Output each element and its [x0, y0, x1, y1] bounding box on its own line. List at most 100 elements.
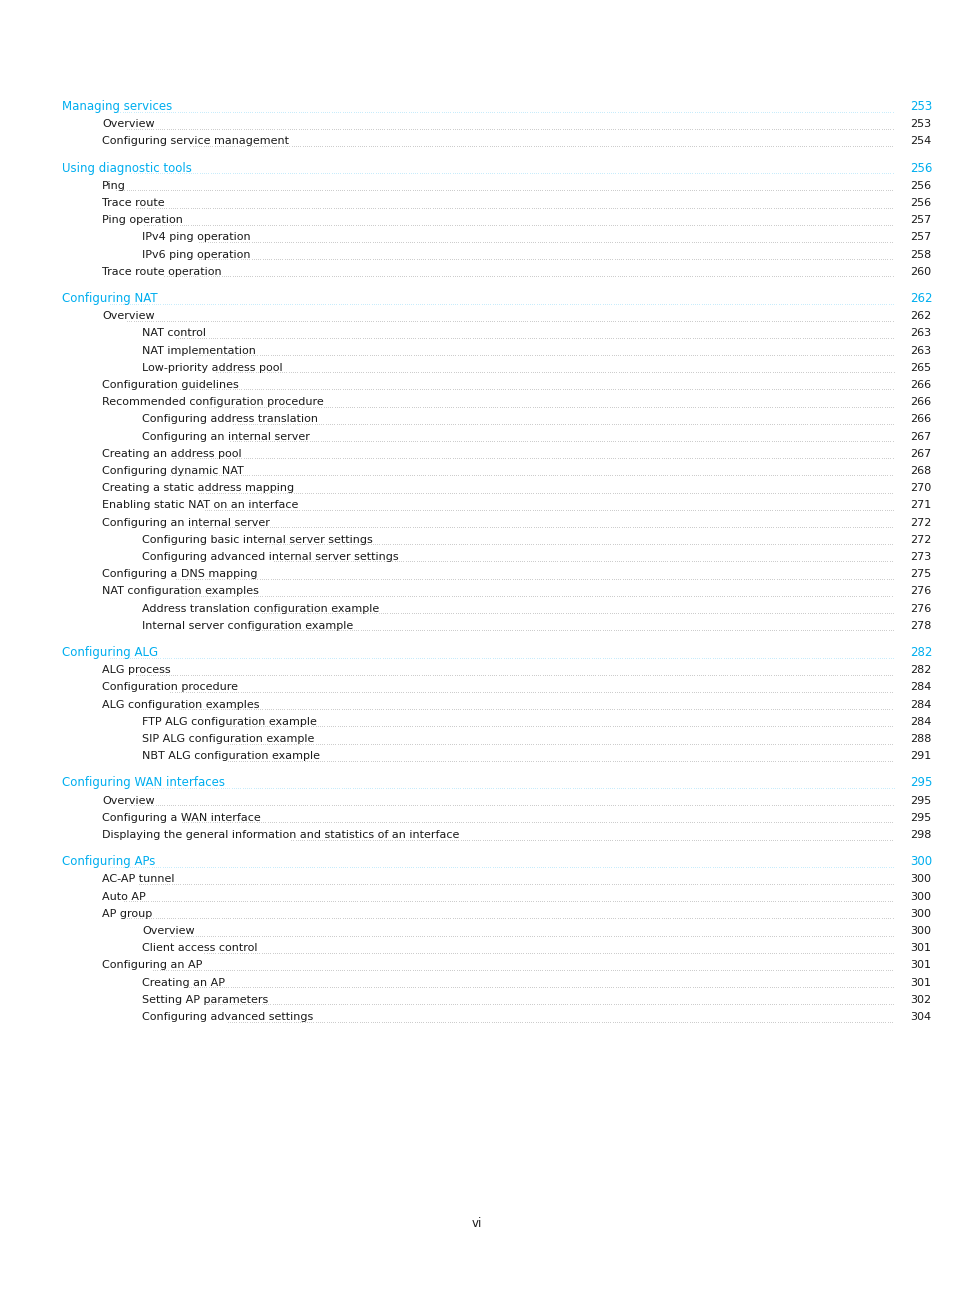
Text: vi: vi — [472, 1217, 481, 1230]
Text: Configuring an internal server: Configuring an internal server — [142, 432, 310, 442]
Text: 300: 300 — [909, 908, 930, 919]
Text: Internal server configuration example: Internal server configuration example — [142, 621, 353, 631]
Text: Configuring advanced settings: Configuring advanced settings — [142, 1012, 313, 1023]
Text: Using diagnostic tools: Using diagnostic tools — [62, 162, 192, 175]
Text: 257: 257 — [909, 215, 930, 226]
Text: 302: 302 — [909, 995, 930, 1004]
Text: 271: 271 — [909, 500, 930, 511]
Text: IPv6 ping operation: IPv6 ping operation — [142, 250, 251, 259]
Text: 288: 288 — [909, 734, 930, 744]
Text: 253: 253 — [909, 119, 930, 130]
Text: 300: 300 — [909, 855, 931, 868]
Text: Managing services: Managing services — [62, 100, 172, 113]
Text: Configuring advanced internal server settings: Configuring advanced internal server set… — [142, 552, 398, 562]
Text: Ping: Ping — [102, 181, 126, 191]
Text: 301: 301 — [909, 943, 930, 953]
Text: NAT control: NAT control — [142, 328, 206, 338]
Text: Configuring ALG: Configuring ALG — [62, 645, 158, 658]
Text: 300: 300 — [909, 927, 930, 936]
Text: 256: 256 — [909, 198, 930, 207]
Text: 267: 267 — [909, 432, 930, 442]
Text: Configuring basic internal server settings: Configuring basic internal server settin… — [142, 535, 373, 544]
Text: 258: 258 — [909, 250, 930, 259]
Text: 284: 284 — [909, 717, 930, 727]
Text: Configuring a WAN interface: Configuring a WAN interface — [102, 813, 260, 823]
Text: 298: 298 — [909, 829, 930, 840]
Text: 282: 282 — [909, 665, 930, 675]
Text: 263: 263 — [909, 346, 930, 355]
Text: 272: 272 — [909, 517, 930, 527]
Text: Creating a static address mapping: Creating a static address mapping — [102, 483, 294, 494]
Text: 284: 284 — [909, 700, 930, 710]
Text: 270: 270 — [909, 483, 930, 494]
Text: 260: 260 — [909, 267, 930, 277]
Text: Configuring an internal server: Configuring an internal server — [102, 517, 270, 527]
Text: Overview: Overview — [102, 311, 154, 321]
Text: 275: 275 — [909, 569, 930, 579]
Text: 263: 263 — [909, 328, 930, 338]
Text: 254: 254 — [909, 136, 930, 146]
Text: Trace route operation: Trace route operation — [102, 267, 221, 277]
Text: 262: 262 — [909, 292, 931, 305]
Text: Configuration guidelines: Configuration guidelines — [102, 380, 238, 390]
Text: Ping operation: Ping operation — [102, 215, 183, 226]
Text: 278: 278 — [909, 621, 930, 631]
Text: Address translation configuration example: Address translation configuration exampl… — [142, 604, 379, 613]
Text: 291: 291 — [909, 752, 930, 761]
Text: FTP ALG configuration example: FTP ALG configuration example — [142, 717, 316, 727]
Text: Low-priority address pool: Low-priority address pool — [142, 363, 282, 373]
Text: AC-AP tunnel: AC-AP tunnel — [102, 875, 174, 884]
Text: 265: 265 — [909, 363, 930, 373]
Text: Setting AP parameters: Setting AP parameters — [142, 995, 268, 1004]
Text: IPv4 ping operation: IPv4 ping operation — [142, 232, 251, 242]
Text: 301: 301 — [909, 977, 930, 988]
Text: 262: 262 — [909, 311, 930, 321]
Text: Configuration procedure: Configuration procedure — [102, 683, 237, 692]
Text: AP group: AP group — [102, 908, 152, 919]
Text: 266: 266 — [909, 397, 930, 407]
Text: Configuring service management: Configuring service management — [102, 136, 289, 146]
Text: 253: 253 — [909, 100, 931, 113]
Text: Configuring a DNS mapping: Configuring a DNS mapping — [102, 569, 257, 579]
Text: Configuring address translation: Configuring address translation — [142, 415, 317, 424]
Text: Recommended configuration procedure: Recommended configuration procedure — [102, 397, 323, 407]
Text: 268: 268 — [909, 467, 930, 476]
Text: 256: 256 — [909, 181, 930, 191]
Text: 295: 295 — [909, 776, 931, 789]
Text: Creating an AP: Creating an AP — [142, 977, 225, 988]
Text: Overview: Overview — [142, 927, 194, 936]
Text: NAT configuration examples: NAT configuration examples — [102, 586, 258, 596]
Text: Configuring APs: Configuring APs — [62, 855, 155, 868]
Text: ALG process: ALG process — [102, 665, 171, 675]
Text: 300: 300 — [909, 892, 930, 902]
Text: 282: 282 — [909, 645, 931, 658]
Text: 304: 304 — [909, 1012, 930, 1023]
Text: Trace route: Trace route — [102, 198, 165, 207]
Text: 272: 272 — [909, 535, 930, 544]
Text: Configuring an AP: Configuring an AP — [102, 960, 202, 971]
Text: 276: 276 — [909, 586, 930, 596]
Text: 266: 266 — [909, 380, 930, 390]
Text: 266: 266 — [909, 415, 930, 424]
Text: Overview: Overview — [102, 119, 154, 130]
Text: Configuring dynamic NAT: Configuring dynamic NAT — [102, 467, 244, 476]
Text: Enabling static NAT on an interface: Enabling static NAT on an interface — [102, 500, 298, 511]
Text: Client access control: Client access control — [142, 943, 257, 953]
Text: Configuring WAN interfaces: Configuring WAN interfaces — [62, 776, 225, 789]
Text: Displaying the general information and statistics of an interface: Displaying the general information and s… — [102, 829, 459, 840]
Text: SIP ALG configuration example: SIP ALG configuration example — [142, 734, 314, 744]
Text: 257: 257 — [909, 232, 930, 242]
Text: NAT implementation: NAT implementation — [142, 346, 255, 355]
Text: NBT ALG configuration example: NBT ALG configuration example — [142, 752, 319, 761]
Text: 256: 256 — [909, 162, 931, 175]
Text: Overview: Overview — [102, 796, 154, 806]
Text: ALG configuration examples: ALG configuration examples — [102, 700, 259, 710]
Text: Configuring NAT: Configuring NAT — [62, 292, 157, 305]
Text: 301: 301 — [909, 960, 930, 971]
Text: 300: 300 — [909, 875, 930, 884]
Text: Creating an address pool: Creating an address pool — [102, 448, 241, 459]
Text: 273: 273 — [909, 552, 930, 562]
Text: 295: 295 — [909, 796, 930, 806]
Text: 276: 276 — [909, 604, 930, 613]
Text: 295: 295 — [909, 813, 930, 823]
